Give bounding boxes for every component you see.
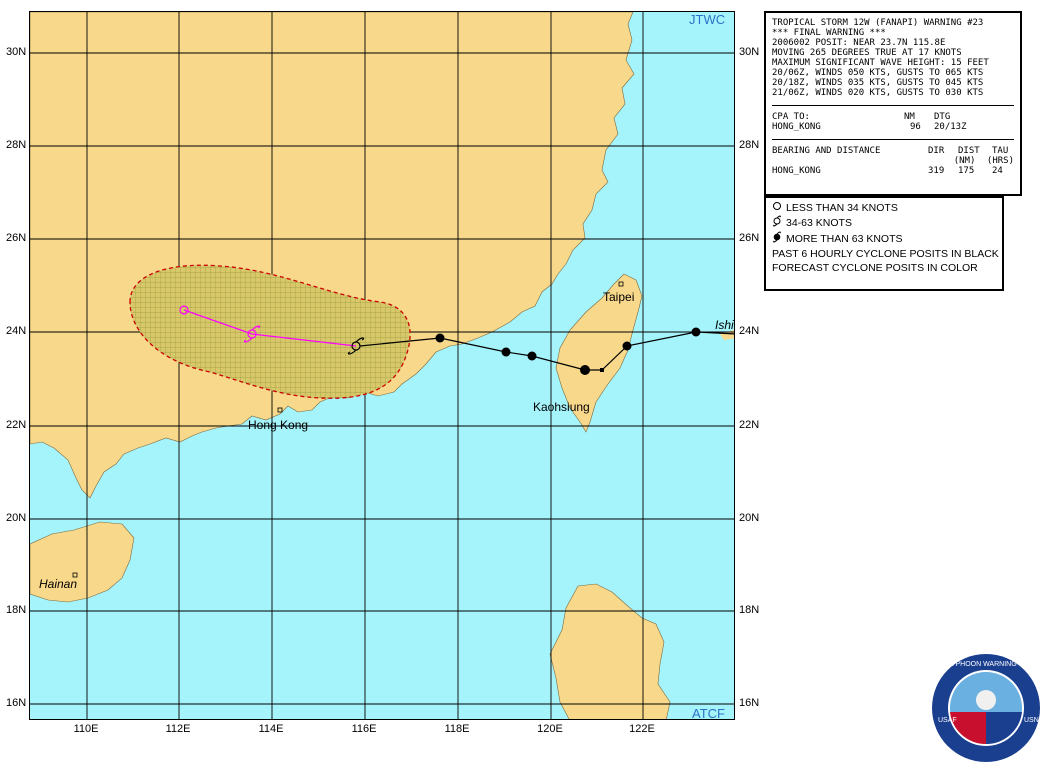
bearing-tau-header: TAU: [992, 146, 1009, 156]
svg-text:USN: USN: [1024, 717, 1039, 724]
lat-label-right: 24N: [739, 325, 760, 337]
cpa-place: HONG_KONG: [772, 122, 821, 132]
place-kaohsiung: Kaohsiung: [533, 400, 590, 414]
warning-line: 20/18Z, WINDS 035 KTS, GUSTS TO 045 KTS: [772, 78, 984, 88]
svg-text:JOINT TYPHOON WARNING CENTER: JOINT TYPHOON WARNING CENTER: [930, 661, 1042, 668]
bearing-header: BEARING AND DISTANCE: [772, 146, 881, 156]
lat-label-left: 22N: [6, 419, 27, 431]
divider: [772, 105, 1014, 106]
bearing-unit-row: (NM) (HRS): [772, 156, 1014, 166]
svg-text:USAF: USAF: [938, 717, 957, 724]
lat-label-left: 28N: [6, 139, 27, 151]
bearing-dir-header: DIR: [928, 146, 945, 156]
warning-line: *** FINAL WARNING ***: [772, 28, 886, 38]
typhoon-icon: [772, 231, 786, 247]
bearing-place: HONG_KONG: [772, 166, 821, 176]
legend-item: 34-63 KNOTS: [772, 215, 996, 231]
legend-label: 34-63 KNOTS: [786, 217, 852, 229]
jtwc-seal-logo: JOINT TYPHOON WARNING CENTER USAF USN: [930, 654, 1042, 762]
taiwan-island: [555, 273, 643, 433]
lon-label: 120E: [537, 723, 563, 735]
cpa-nm-header: NM: [904, 112, 915, 122]
legend-panel: LESS THAN 34 KNOTS 34-63 KNOTS MORE THAN…: [764, 196, 1004, 291]
warning-line: TROPICAL STORM 12W (FANAPI) WARNING #23: [772, 18, 984, 28]
lat-label-right: 22N: [739, 419, 760, 431]
legend-note: FORECAST CYCLONE POSITS IN COLOR: [772, 262, 978, 274]
legend-label: LESS THAN 34 KNOTS: [786, 202, 898, 214]
bearing-dist-unit: (NM): [953, 156, 976, 166]
past-posits: [435, 327, 701, 375]
cpa-nm: 96: [910, 122, 921, 132]
bearing-dist-header: DIST: [958, 146, 980, 156]
lon-label: 114E: [258, 723, 284, 735]
luzon-landmass: [549, 583, 671, 719]
legend-item: MORE THAN 63 KNOTS: [772, 231, 996, 247]
place-ishigaki: Ishi: [715, 318, 734, 332]
taipei-marker: [618, 281, 624, 287]
lat-label-left: 26N: [6, 232, 27, 244]
bearing-dir: 319: [928, 166, 945, 176]
legend-label: MORE THAN 63 KNOTS: [786, 233, 903, 245]
lat-label-left: 20N: [6, 512, 27, 524]
forecast-posit-weak: [179, 305, 189, 315]
cpa-header-row: CPA TO: NM DTG: [772, 112, 1014, 122]
map-panel[interactable]: [29, 11, 735, 720]
lon-label: 112E: [165, 723, 191, 735]
mainland-china-landmass: [30, 12, 635, 499]
lon-label: 122E: [629, 723, 655, 735]
warning-line: 21/06Z, WINDS 020 KTS, GUSTS TO 030 KTS: [772, 88, 984, 98]
warning-line: MAXIMUM SIGNIFICANT WAVE HEIGHT: 15 FEET: [772, 58, 989, 68]
warning-line: MOVING 265 DEGREES TRUE AT 17 KNOTS: [772, 48, 962, 58]
legend-note: PAST 6 HOURLY CYCLONE POSITS IN BLACK: [772, 248, 999, 260]
hainan-marker: [72, 572, 78, 578]
bearing-tau-unit: (HRS): [986, 156, 1014, 166]
map-canvas: [30, 12, 734, 719]
ishigaki-island: [720, 330, 734, 340]
hong-kong-marker: [277, 407, 283, 413]
legend-item: LESS THAN 34 KNOTS: [772, 201, 996, 215]
lat-label-left: 18N: [6, 604, 27, 616]
warning-info-panel: TROPICAL STORM 12W (FANAPI) WARNING #23 …: [764, 11, 1022, 196]
cpa-dtg: 20/13Z: [934, 122, 967, 132]
lat-label-left: 24N: [6, 325, 27, 337]
place-taipei: Taipei: [603, 290, 635, 304]
lat-label-left: 30N: [6, 46, 27, 58]
forecast-danger-area: [129, 264, 411, 399]
bearing-dist: 175: [958, 166, 975, 176]
forecast-posit-storm: [243, 325, 261, 343]
forecast-track: [183, 309, 357, 347]
place-hong-kong: Hong Kong: [248, 418, 309, 432]
lat-label-right: 16N: [739, 697, 760, 709]
tropical-storm-icon: [772, 215, 786, 231]
divider: [772, 139, 1014, 140]
lat-label-left: 16N: [6, 697, 27, 709]
lon-label: 110E: [73, 723, 99, 735]
jtwc-tag: JTWC: [689, 12, 726, 27]
bearing-tau: 24: [992, 166, 1003, 176]
lat-label-right: 30N: [739, 46, 760, 58]
lat-label-right: 18N: [739, 604, 760, 616]
cpa-row: HONG_KONG 96 20/13Z: [772, 122, 1014, 132]
warning-line: 2006002 POSIT: NEAR 23.7N 115.8E: [772, 38, 946, 48]
lat-label-right: 26N: [739, 232, 760, 244]
bearing-row: HONG_KONG 319 175 24: [772, 166, 1014, 176]
lat-label-right: 28N: [739, 139, 760, 151]
warning-line: 20/06Z, WINDS 050 KTS, GUSTS TO 065 KTS: [772, 68, 984, 78]
lat-label-right: 20N: [739, 512, 760, 524]
hainan-island: [30, 521, 135, 603]
cpa-dtg-header: DTG: [934, 112, 951, 122]
place-hainan: Hainan: [39, 577, 78, 591]
lon-label: 116E: [351, 723, 377, 735]
open-circle-icon: [772, 201, 786, 215]
bearing-header-row: BEARING AND DISTANCE DIR DIST TAU: [772, 146, 1014, 156]
lon-label: 118E: [444, 723, 470, 735]
cpa-header: CPA TO:: [772, 112, 810, 122]
atcf-tag: ATCF: [692, 706, 725, 721]
